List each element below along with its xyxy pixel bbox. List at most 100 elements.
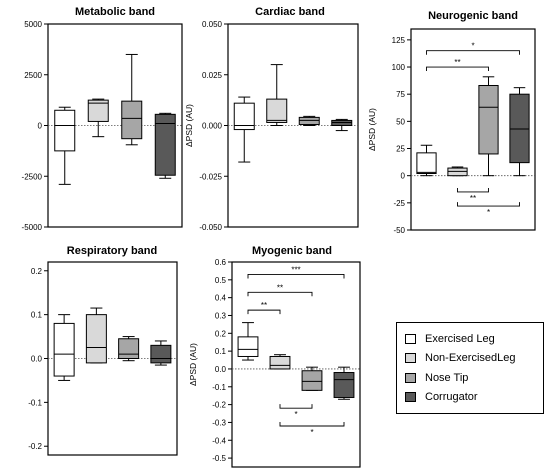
box-iqr: [154, 113, 176, 176]
legend-swatch-icon: [405, 353, 416, 363]
panel-title: Myogenic band: [252, 245, 332, 257]
y-tick-label: 100: [392, 63, 406, 72]
y-axis-label: ΔPSD (AU): [188, 343, 198, 386]
box-non-exercisedleg: [266, 64, 288, 126]
y-tick-label: 50: [396, 117, 405, 126]
significance-label: **: [277, 283, 283, 292]
y-tick-label: -0.5: [212, 454, 226, 463]
legend-label: Nose Tip: [425, 372, 469, 384]
box-iqr: [447, 167, 468, 177]
y-tick-label: 25: [396, 145, 405, 154]
box-iqr: [416, 152, 437, 175]
plot-frame: [410, 28, 536, 231]
significance-bracket: *: [279, 422, 345, 437]
significance-label: *: [471, 42, 474, 51]
significance-bracket: *: [457, 202, 520, 217]
panel-metabolic-band: Metabolic band -5000 -2500 0 2500 5000: [22, 6, 183, 232]
y-tick-label: 75: [396, 90, 405, 99]
y-tick-label: 0.000: [202, 122, 223, 131]
box-iqr: [150, 344, 172, 364]
panel-title: Cardiac band: [255, 6, 325, 18]
box-nose-tip: [301, 366, 323, 391]
significance-label: **: [470, 194, 476, 203]
box-iqr: [53, 322, 75, 377]
y-tick-label: 0.0: [31, 355, 43, 364]
y-tick-label: 0.2: [31, 267, 43, 276]
y-tick-label: -25: [393, 199, 405, 208]
bracket-line: [247, 291, 313, 297]
box-iqr: [478, 84, 499, 155]
box-exercised-leg: [54, 106, 76, 185]
y-tick-label: -5000: [22, 223, 43, 232]
significance-label: *: [310, 428, 313, 437]
box-iqr: [237, 336, 259, 357]
box-iqr: [87, 99, 109, 122]
box-iqr: [121, 100, 143, 140]
plot-frame: [231, 261, 361, 468]
panel-cardiac-band: Cardiac band -0.050 -0.025 0.000 0.025 0.050 Δ…: [184, 6, 359, 232]
y-tick-label: -0.1: [28, 398, 42, 407]
y-tick-label: 0.0: [215, 365, 227, 374]
box-iqr: [331, 119, 353, 127]
significance-label: *: [487, 208, 490, 217]
box-iqr: [301, 370, 323, 391]
y-axis-label: ΔPSD (AU): [184, 104, 194, 147]
box-corrugator: [333, 366, 355, 400]
box-nose-tip: [118, 336, 140, 362]
legend-label: Corrugator: [425, 391, 478, 403]
y-tick-label: 0.025: [202, 71, 223, 80]
panel-title: Respiratory band: [67, 245, 157, 257]
significance-bracket: **: [426, 58, 489, 72]
box-non-exercisedleg: [87, 98, 109, 138]
legend: Exercised Leg Non-ExercisedLeg Nose Tip …: [396, 322, 544, 414]
legend-item-corrugator: Corrugator: [405, 390, 478, 404]
significance-label: **: [454, 58, 460, 67]
y-tick-label: -0.3: [212, 418, 226, 427]
panel-neurogenic-band: Neurogenic band -50 -25 0 25 50 75 100 125 ΔPSD (…: [367, 10, 536, 235]
legend-swatch-icon: [405, 334, 416, 344]
legend-item-exercised-leg: Exercised Leg: [405, 332, 495, 346]
box-corrugator: [331, 118, 353, 132]
y-tick-label: 2500: [24, 71, 42, 80]
box-corrugator: [150, 340, 172, 366]
y-tick-label: 0.6: [215, 258, 227, 267]
legend-item-non-exercised-leg: Non-ExercisedLeg: [405, 351, 516, 365]
box-non-exercisedleg: [269, 354, 291, 370]
box-non-exercisedleg: [85, 307, 107, 364]
significance-bracket: **: [247, 301, 281, 315]
y-axis-label: ΔPSD (AU): [367, 108, 377, 151]
legend-label: Non-ExercisedLeg: [425, 352, 516, 364]
y-tick-label: 0.2: [215, 329, 227, 338]
y-tick-label: -2500: [22, 172, 43, 181]
significance-bracket: **: [247, 283, 313, 297]
bracket-line: [247, 309, 281, 315]
box-iqr: [333, 372, 355, 398]
y-tick-label: 0.4: [215, 294, 227, 303]
bracket-line: [426, 66, 489, 72]
panel-title: Metabolic band: [75, 6, 155, 18]
bracket-line: [247, 274, 345, 279]
y-tick-label: 0: [38, 122, 43, 131]
significance-label: **: [261, 301, 267, 310]
legend-label: Exercised Leg: [425, 333, 495, 345]
box-exercised-leg: [53, 314, 75, 381]
legend-swatch-icon: [405, 392, 416, 402]
box-iqr: [269, 355, 291, 370]
panel-respiratory-band: Respiratory band -0.2 -0.1 0.0 0.1 0.2: [28, 245, 178, 456]
y-tick-label: 0.3: [215, 311, 227, 320]
y-tick-label: -0.4: [212, 436, 226, 445]
y-tick-label: -0.050: [199, 223, 222, 232]
box-nose-tip: [121, 53, 143, 146]
significance-bracket: ***: [247, 265, 345, 279]
significance-bracket: *: [426, 42, 520, 55]
bracket-line: [426, 50, 520, 55]
y-tick-label: 125: [392, 36, 406, 45]
bracket-line: [457, 187, 489, 193]
y-tick-label: -0.1: [212, 383, 226, 392]
box-corrugator: [509, 87, 530, 177]
y-tick-label: -50: [393, 226, 405, 235]
significance-label: *: [294, 410, 297, 419]
box-iqr: [266, 98, 288, 123]
y-tick-label: 5000: [24, 20, 42, 29]
